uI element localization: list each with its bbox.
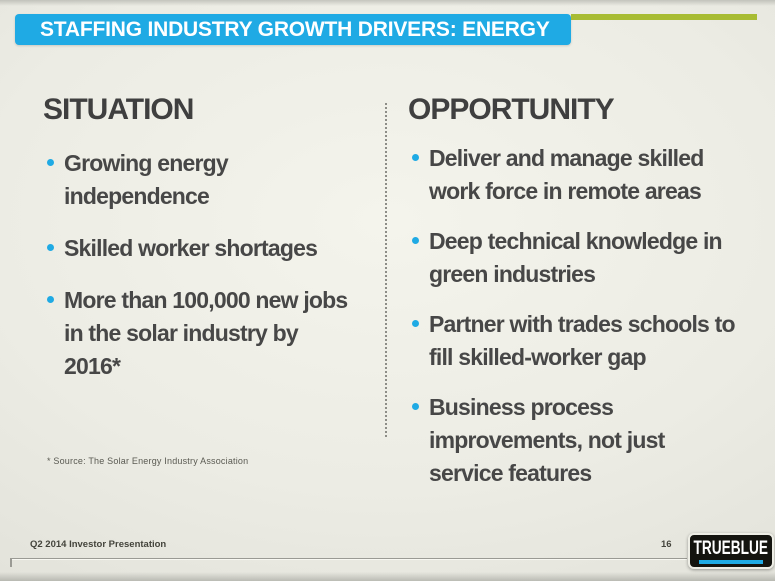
list-item: Business process improvements, not just … xyxy=(412,391,760,490)
bullet-text: Growing energy independence xyxy=(64,150,229,209)
bullet-dot-icon xyxy=(47,244,54,251)
opportunity-bullet-list: Deliver and manage skilled work force in… xyxy=(412,142,760,507)
list-item: More than 100,000 new jobs in the solar … xyxy=(47,284,355,383)
situation-bullet-list: Growing energy independence Skilled work… xyxy=(47,147,355,402)
bullet-text: More than 100,000 new jobs in the solar … xyxy=(64,287,348,379)
bullet-text: Partner with trades schools to fill skil… xyxy=(429,311,736,370)
footer-line-tick xyxy=(10,558,12,567)
bullet-dot-icon xyxy=(412,320,419,327)
footer-divider-line xyxy=(11,558,687,560)
bullet-dot-icon xyxy=(412,237,419,244)
footer-presentation-label: Q2 2014 Investor Presentation xyxy=(30,539,167,550)
bullet-text: Deliver and manage skilled work force in… xyxy=(429,145,704,204)
bullet-text: Deep technical knowledge in green indust… xyxy=(429,228,723,287)
bullet-dot-icon xyxy=(412,403,419,410)
bullet-text: Skilled worker shortages xyxy=(64,235,318,261)
green-accent-line xyxy=(571,14,757,20)
bullet-text: Business process improvements, not just … xyxy=(429,394,665,486)
page-number: 16 xyxy=(661,539,672,550)
column-divider xyxy=(385,103,387,437)
bullet-dot-icon xyxy=(47,296,54,303)
list-item: Growing energy independence xyxy=(47,147,355,213)
trueblue-logo: TRUEBLUE xyxy=(688,533,774,569)
bullet-dot-icon xyxy=(47,159,54,166)
bullet-dot-icon xyxy=(412,154,419,161)
opportunity-heading: OPPORTUNITY xyxy=(408,93,615,126)
situation-heading: SITUATION xyxy=(43,93,194,126)
list-item: Partner with trades schools to fill skil… xyxy=(412,308,760,374)
slide-title: STAFFING INDUSTRY GROWTH DRIVERS: ENERGY xyxy=(40,17,550,41)
list-item: Deliver and manage skilled work force in… xyxy=(412,142,760,208)
list-item: Deep technical knowledge in green indust… xyxy=(412,225,760,291)
slide-title-bar: STAFFING INDUSTRY GROWTH DRIVERS: ENERGY xyxy=(15,14,571,45)
list-item: Skilled worker shortages xyxy=(47,232,355,265)
trueblue-logo-underline xyxy=(699,559,763,564)
source-footnote: * Source: The Solar Energy Industry Asso… xyxy=(47,456,249,466)
trueblue-logo-text: TRUEBLUE xyxy=(693,537,769,559)
